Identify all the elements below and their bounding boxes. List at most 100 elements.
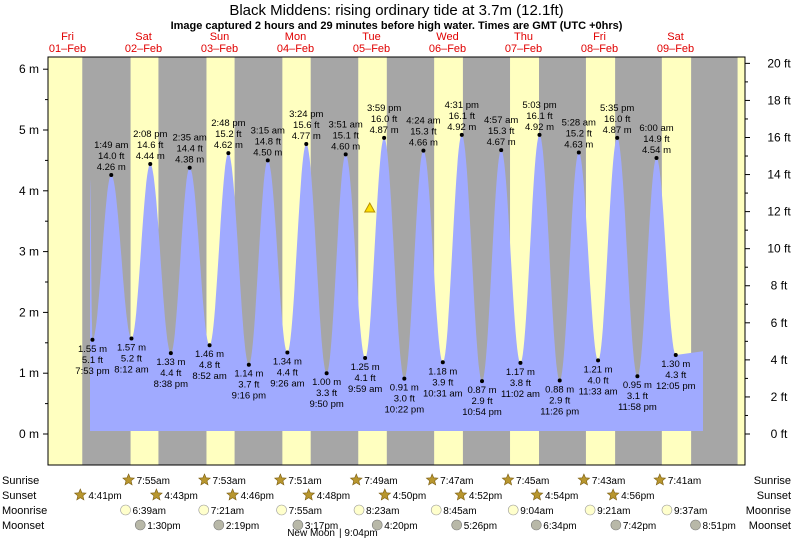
low-tide-point	[129, 336, 134, 341]
low-tide-metres: 1.17 m	[506, 367, 535, 378]
high-tide-point	[615, 135, 620, 140]
sunrise-icon	[349, 473, 363, 486]
y-right-tick-label: 2 ft	[771, 390, 788, 404]
moonrise-time: 7:55am	[289, 506, 322, 517]
low-tide-feet: 5.1 ft	[82, 355, 103, 366]
sunset-time: 4:48pm	[317, 491, 350, 502]
low-tide-feet: 3.7 ft	[238, 380, 259, 391]
y-left-tick-label: 5 m	[19, 123, 39, 137]
high-tide-feet: 15.3 ft	[410, 127, 437, 138]
sunset-time: 4:50pm	[393, 491, 426, 502]
day-date-label: 08–Feb	[581, 43, 618, 55]
y-left-tick-label: 3 m	[19, 245, 39, 259]
chart-subtitle: Image captured 2 hours and 29 minutes be…	[170, 20, 623, 32]
low-tide-feet: 4.3 ft	[665, 370, 686, 381]
y-right-tick-label: 4 ft	[771, 353, 788, 367]
sunset-icon	[226, 488, 240, 501]
low-tide-metres: 1.57 m	[117, 343, 146, 354]
high-tide-feet: 15.6 ft	[293, 120, 320, 131]
high-tide-feet: 15.1 ft	[332, 130, 359, 141]
high-tide-metres: 4.92 m	[525, 122, 554, 133]
low-tide-point	[596, 358, 601, 363]
moonset-icon	[134, 519, 146, 531]
moon-phase-time: | 9:04pm	[339, 528, 378, 539]
day-name-label: Sat	[135, 31, 152, 43]
high-tide-feet: 14.4 ft	[176, 144, 203, 155]
moonrise-icon	[353, 504, 365, 516]
y-right-tick-label: 6 ft	[771, 316, 788, 330]
moonset-row-label-right: Moonset	[749, 520, 791, 532]
high-tide-point	[459, 132, 464, 137]
high-tide-time: 2:35 am	[173, 133, 207, 144]
day-date-label: 01–Feb	[49, 43, 86, 55]
high-tide-point	[654, 155, 659, 160]
moonset-time: 4:20pm	[384, 521, 417, 532]
moonrise-time: 8:23am	[366, 506, 399, 517]
sunrise-time: 7:51am	[288, 476, 321, 487]
day-date-label: 03–Feb	[201, 43, 238, 55]
sunset-time: 4:46pm	[241, 491, 274, 502]
low-tide-time: 8:12 am	[114, 365, 148, 376]
current-tide-marker	[363, 202, 376, 213]
sunset-icon	[302, 488, 316, 501]
sunrise-time: 7:41am	[668, 476, 701, 487]
high-tide-metres: 4.66 m	[409, 138, 438, 149]
high-tide-time: 3:51 am	[329, 119, 363, 130]
y-right-tick-label: 14 ft	[767, 168, 791, 182]
low-tide-feet: 2.9 ft	[471, 396, 492, 407]
day-name-label: Wed	[436, 31, 458, 43]
high-tide-feet: 16.1 ft	[449, 111, 476, 122]
high-tide-time: 5:03 pm	[522, 100, 556, 111]
moonrise-icon	[430, 504, 442, 516]
high-tide-point	[343, 152, 348, 157]
high-tide-point	[421, 148, 426, 153]
low-tide-feet: 3.3 ft	[316, 388, 337, 399]
moonrise-time: 8:45am	[443, 506, 476, 517]
high-tide-feet: 14.0 ft	[98, 151, 125, 162]
low-tide-feet: 3.0 ft	[394, 394, 415, 405]
low-tide-point	[207, 343, 212, 348]
sunrise-icon	[425, 473, 439, 486]
day-labels: Fri01–FebSat02–FebSun03–FebMon04–FebTue0…	[49, 31, 694, 55]
moonrise-time: 9:21am	[597, 506, 630, 517]
moonrise-icon	[507, 504, 519, 516]
high-tide-metres: 4.87 m	[603, 125, 632, 136]
sunrise-icon	[501, 473, 515, 486]
sunrise-time: 7:45am	[516, 476, 549, 487]
low-tide-time: 8:38 pm	[154, 379, 188, 390]
moonrise-row-label-right: Moonrise	[746, 505, 791, 517]
low-tide-metres: 1.30 m	[661, 359, 690, 370]
low-tide-time: 9:26 am	[270, 379, 304, 390]
sunrise-icon	[577, 473, 591, 486]
y-right-tick-label: 16 ft	[767, 130, 791, 144]
high-tide-metres: 4.87 m	[370, 125, 399, 136]
high-tide-metres: 4.67 m	[487, 137, 516, 148]
moonset-icon	[451, 519, 463, 531]
chart-title: Black Middens: rising ordinary tide at 3…	[229, 2, 564, 19]
moonrise-time: 9:04am	[520, 506, 553, 517]
high-tide-time: 3:24 pm	[289, 109, 323, 120]
moonrise-icon	[198, 504, 210, 516]
sunset-time: 4:41pm	[88, 491, 121, 502]
high-tide-point	[187, 165, 192, 170]
high-tide-feet: 14.9 ft	[643, 134, 670, 145]
sunrise-time: 7:43am	[592, 476, 625, 487]
moonset-time: 6:34pm	[543, 521, 576, 532]
low-tide-feet: 3.9 ft	[432, 377, 453, 388]
sunrise-row-label: Sunrise	[2, 475, 39, 487]
sunset-row-label-right: Sunset	[757, 490, 791, 502]
low-tide-point	[440, 360, 445, 365]
moonset-icon	[610, 519, 622, 531]
low-tide-feet: 4.1 ft	[355, 373, 376, 384]
low-tide-point	[90, 337, 95, 342]
low-tide-time: 10:31 am	[423, 388, 463, 399]
chart-header: Black Middens: rising ordinary tide at 3…	[0, 0, 793, 33]
day-name-label: Mon	[285, 31, 306, 43]
high-tide-point	[382, 135, 387, 140]
moonset-time: 2:19pm	[226, 521, 259, 532]
low-tide-point	[480, 379, 485, 384]
sunset-icon	[149, 488, 163, 501]
y-right-tick-label: 0 ft	[771, 427, 788, 441]
